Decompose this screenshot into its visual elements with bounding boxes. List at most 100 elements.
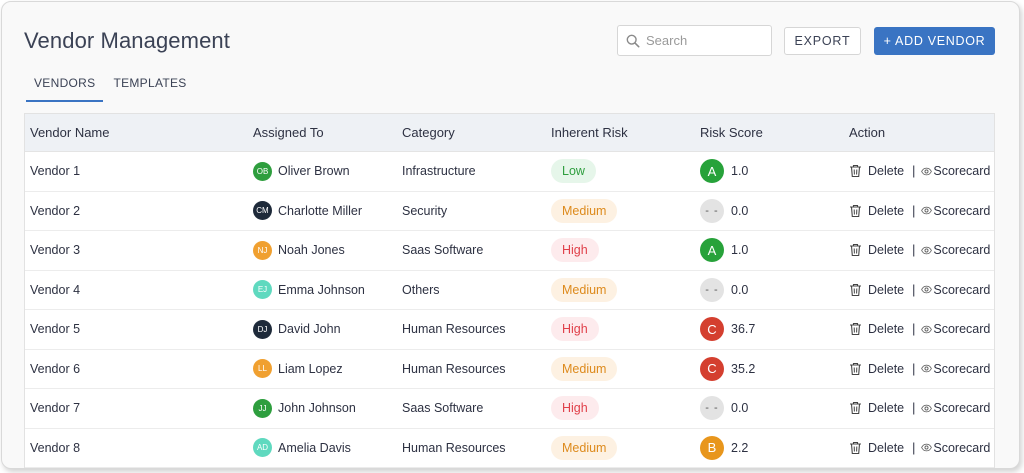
trash-icon [850,362,861,375]
scorecard-link[interactable]: Scorecard [921,322,990,336]
risk-badge: Low [551,159,596,184]
avatar: AD [253,438,272,458]
vendor-name[interactable]: Vendor 5 [30,322,81,337]
page-title: Vendor Management [24,28,230,53]
score-value: 1.0 [731,164,749,179]
vendor-name[interactable]: Vendor 4 [30,282,81,297]
tab-bar: VENDORS TEMPLATES [26,68,195,102]
delete-button[interactable]: Delete [849,243,904,257]
eye-icon [921,206,933,215]
category: Others [402,282,440,297]
search-input[interactable] [646,33,766,48]
scorecard-label: Scorecard [933,243,991,258]
avatar: NJ [253,240,272,260]
category: Human Resources [402,440,506,455]
column-header-risk-score[interactable]: Risk Score [700,125,763,140]
table-row: Vendor 8 AD Amelia Davis Human Resources… [25,429,994,468]
action-cell: Delete | Scorecard [849,362,990,376]
eye-icon [921,167,933,176]
export-button[interactable]: EXPORT [784,27,861,55]
score-grade-badge: C [700,356,724,381]
scorecard-link[interactable]: Scorecard [921,441,990,455]
column-header-inherent-risk[interactable]: Inherent Risk [551,125,628,140]
delete-button[interactable]: Delete [849,362,904,376]
score-value: 35.2 [731,361,756,376]
eye-icon [921,325,933,334]
action-cell: Delete | Scorecard [849,322,990,336]
action-separator: | [912,322,916,337]
action-cell: Delete | Scorecard [849,243,990,257]
vendor-table: Vendor Name Assigned To Category Inheren… [24,113,995,468]
delete-label: Delete [868,401,905,416]
category: Security [402,203,448,218]
vendor-name[interactable]: Vendor 6 [30,361,81,376]
column-header-vendor-name[interactable]: Vendor Name [30,125,110,140]
table-row: Vendor 7 JJ John Johnson Saas Software H… [25,389,994,429]
vendor-name[interactable]: Vendor 8 [30,440,81,455]
risk-badge: Medium [551,356,618,381]
delete-label: Delete [868,164,905,179]
delete-label: Delete [868,243,905,258]
assignee: EJ Emma Johnson [253,280,365,300]
score-grade-badge: A [700,159,724,184]
assignee-name: Liam Lopez [278,361,343,376]
score-cell: - - 0.0 [700,198,748,223]
scorecard-link[interactable]: Scorecard [921,164,990,178]
column-header-action: Action [849,125,886,140]
scorecard-label: Scorecard [933,401,991,416]
scorecard-link[interactable]: Scorecard [921,283,990,297]
vendor-name[interactable]: Vendor 2 [30,203,81,218]
vendor-name[interactable]: Vendor 1 [30,164,81,179]
table-row: Vendor 5 DJ David John Human Resources H… [25,310,994,350]
delete-button[interactable]: Delete [849,441,904,455]
search-icon [626,34,640,47]
action-separator: | [912,243,916,258]
avatar: JJ [253,398,272,418]
trash-icon [850,204,861,217]
tab-vendors[interactable]: VENDORS [26,68,104,102]
delete-button[interactable]: Delete [849,204,904,218]
category: Saas Software [402,243,484,258]
delete-button[interactable]: Delete [849,401,904,415]
category: Saas Software [402,401,484,416]
scorecard-label: Scorecard [933,282,991,297]
assignee-name: Charlotte Miller [278,203,363,218]
score-cell: A 1.0 [700,159,749,184]
scorecard-link[interactable]: Scorecard [921,243,990,257]
risk-badge: High [551,317,599,342]
scorecard-link[interactable]: Scorecard [921,362,990,376]
eye-icon [921,443,933,452]
action-cell: Delete | Scorecard [849,283,990,297]
avatar: OB [253,161,272,181]
assignee-name: David John [278,322,341,337]
score-value: 0.0 [731,401,749,416]
assignee: NJ Noah Jones [253,240,345,260]
action-separator: | [912,440,916,455]
search-box[interactable] [617,25,772,56]
action-cell: Delete | Scorecard [849,204,990,218]
table-row: Vendor 6 LL Liam Lopez Human Resources M… [25,350,994,389]
assignee: LL Liam Lopez [253,359,343,379]
assignee-name: John Johnson [278,401,356,416]
column-header-category[interactable]: Category [402,125,455,140]
tab-templates[interactable]: TEMPLATES [113,76,187,90]
action-separator: | [912,164,916,179]
score-value: 1.0 [731,243,749,258]
category: Human Resources [402,322,506,337]
vendor-name[interactable]: Vendor 3 [30,243,81,258]
score-cell: A 1.0 [700,238,749,263]
scorecard-link[interactable]: Scorecard [921,204,990,218]
delete-button[interactable]: Delete [849,322,904,336]
delete-button[interactable]: Delete [849,283,904,297]
scorecard-link[interactable]: Scorecard [921,401,990,415]
add-vendor-button[interactable]: + ADD VENDOR [874,27,995,55]
risk-cell: Medium [551,356,618,381]
risk-cell: High [551,238,599,263]
column-header-assigned-to[interactable]: Assigned To [253,125,324,140]
action-cell: Delete | Scorecard [849,164,990,178]
scorecard-label: Scorecard [933,361,991,376]
risk-badge: Medium [551,435,618,460]
score-value: 36.7 [731,322,756,337]
delete-button[interactable]: Delete [849,164,904,178]
vendor-name[interactable]: Vendor 7 [30,401,81,416]
